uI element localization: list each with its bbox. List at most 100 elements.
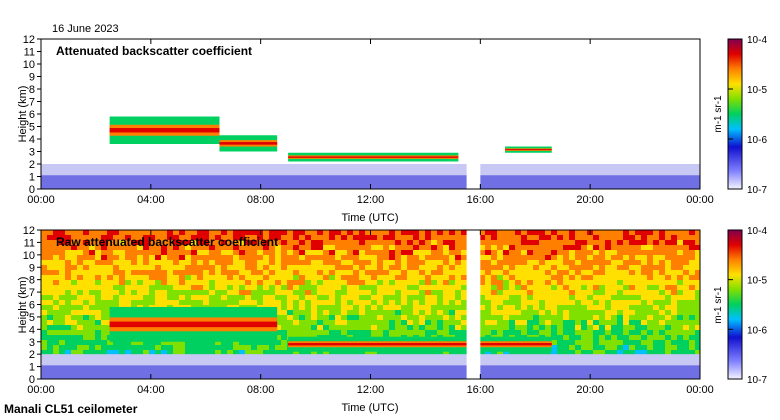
heatmap-cell xyxy=(365,295,371,300)
heatmap-cell xyxy=(569,270,575,275)
heatmap-cell xyxy=(527,230,533,235)
heatmap-cell xyxy=(113,345,119,350)
heatmap-cell xyxy=(125,290,131,295)
heatmap-cell xyxy=(227,295,233,300)
heatmap-cell xyxy=(371,290,377,295)
heatmap-cell xyxy=(425,280,431,285)
heatmap-cell xyxy=(563,320,569,325)
heatmap-cell xyxy=(125,240,131,245)
heatmap-cell xyxy=(179,340,185,345)
heatmap-cell xyxy=(197,245,203,250)
y-tick-label: 12 xyxy=(23,34,35,46)
heatmap-cell xyxy=(275,240,281,245)
heatmap-cell xyxy=(179,295,185,300)
heatmap-cell xyxy=(89,340,95,345)
heatmap-cell xyxy=(341,245,347,250)
heatmap-cell xyxy=(323,235,329,240)
heatmap-cell xyxy=(317,245,323,250)
heatmap-cell xyxy=(671,240,677,245)
heatmap-cell xyxy=(77,350,83,355)
heatmap-cell xyxy=(311,350,317,355)
heatmap-cell xyxy=(281,250,287,255)
heatmap-cell xyxy=(593,350,599,355)
heatmap-cell xyxy=(125,255,131,260)
heatmap-cell xyxy=(395,330,401,335)
heatmap-cell xyxy=(203,275,209,280)
heatmap-cell xyxy=(209,285,215,290)
heatmap-cell xyxy=(659,340,665,345)
heatmap-cell xyxy=(155,280,161,285)
heatmap-cell xyxy=(389,310,395,315)
y-tick-label: 10 xyxy=(23,250,35,262)
heatmap-cell xyxy=(197,290,203,295)
heatmap-cell xyxy=(89,315,95,320)
heatmap-cell xyxy=(89,290,95,295)
heatmap-cell xyxy=(263,290,269,295)
colorbar: 10-710-610-510-4 m-1 sr-1 xyxy=(713,35,767,196)
heatmap-cell xyxy=(689,350,695,355)
heatmap-cell xyxy=(293,350,299,355)
heatmap-cell xyxy=(335,295,341,300)
heatmap-cell xyxy=(323,330,329,335)
heatmap-cell xyxy=(635,295,641,300)
heatmap-cell xyxy=(557,350,563,355)
heatmap-cell xyxy=(143,295,149,300)
heatmap-cell xyxy=(131,230,137,235)
heatmap-cell xyxy=(659,260,665,265)
heatmap-cell xyxy=(395,315,401,320)
heatmap-cell xyxy=(611,295,617,300)
heatmap-cell xyxy=(401,350,407,355)
heatmap-cell xyxy=(569,295,575,300)
heatmap-cell xyxy=(77,255,83,260)
heatmap-cell xyxy=(509,315,515,320)
heatmap-cell xyxy=(677,240,683,245)
heatmap-cell xyxy=(227,240,233,245)
heatmap-cell xyxy=(485,270,491,275)
heatmap-cell xyxy=(479,285,485,290)
heatmap-cell xyxy=(545,285,551,290)
heatmap-cell xyxy=(317,265,323,270)
heatmap-cell xyxy=(377,350,383,355)
heatmap-cell xyxy=(509,320,515,325)
heatmap-cell xyxy=(299,280,305,285)
heatmap-cell xyxy=(401,310,407,315)
heatmap-cell xyxy=(497,285,503,290)
heatmap-cell xyxy=(275,290,281,295)
heatmap-cell xyxy=(59,265,65,270)
heatmap-cell xyxy=(617,240,623,245)
heatmap-cell xyxy=(131,270,137,275)
heatmap-cell xyxy=(383,290,389,295)
heatmap-cell xyxy=(683,235,689,240)
heatmap-cell xyxy=(239,300,245,305)
heatmap-cell xyxy=(131,240,137,245)
heatmap-cell xyxy=(587,285,593,290)
heatmap-cell xyxy=(41,325,47,330)
heatmap-cell xyxy=(677,340,683,345)
heatmap-cell xyxy=(197,255,203,260)
heatmap-cell xyxy=(545,315,551,320)
heatmap-cell xyxy=(431,320,437,325)
heatmap-cell xyxy=(263,230,269,235)
heatmap-cell xyxy=(437,280,443,285)
heatmap-cell xyxy=(215,250,221,255)
heatmap-cell xyxy=(191,285,197,290)
heatmap-cell xyxy=(479,310,485,315)
heatmap-cell xyxy=(401,325,407,330)
heatmap-cell xyxy=(311,305,317,310)
heatmap-cell xyxy=(47,265,53,270)
heatmap-cell xyxy=(563,295,569,300)
heatmap-cell xyxy=(485,260,491,265)
heatmap-cell xyxy=(593,275,599,280)
heatmap-cell xyxy=(449,315,455,320)
heatmap-cell xyxy=(113,270,119,275)
heatmap-cell xyxy=(95,285,101,290)
heatmap-cell xyxy=(677,260,683,265)
heatmap-cell xyxy=(581,275,587,280)
heatmap-cell xyxy=(569,315,575,320)
heatmap-cell xyxy=(47,305,53,310)
heatmap-cell xyxy=(209,240,215,245)
heatmap-cell xyxy=(503,245,509,250)
heatmap-cell xyxy=(323,305,329,310)
heatmap-cell xyxy=(599,270,605,275)
heatmap-cell xyxy=(149,260,155,265)
